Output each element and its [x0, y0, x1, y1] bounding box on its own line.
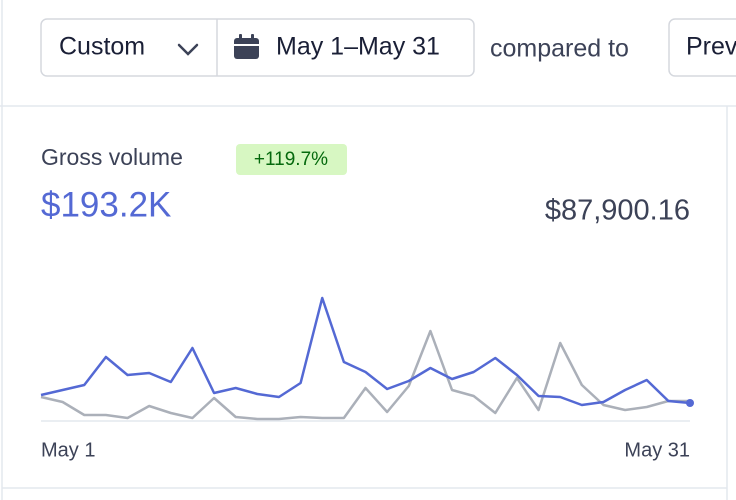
range-button[interactable]: Custom	[59, 33, 199, 61]
dates-label[interactable]: May 1–May 31	[276, 33, 440, 61]
x-tick-label: May 1	[41, 439, 95, 461]
chart-title: Gross volume	[41, 144, 183, 170]
end-point	[686, 399, 694, 407]
calendar-icon-ring[interactable]	[239, 34, 242, 41]
calendar-icon-line[interactable]	[234, 44, 259, 46]
compared-label: compared to	[490, 35, 629, 63]
calendar-icon[interactable]	[234, 38, 259, 59]
x-tick-label: May 31	[624, 439, 690, 461]
current-total: $193.2K	[41, 185, 171, 224]
dates-button[interactable]: May 1–May 31	[234, 33, 440, 61]
compare-button[interactable]	[668, 18, 736, 77]
series-line	[40, 329, 690, 421]
previous-total: $87,900.16	[545, 195, 690, 227]
badge	[236, 144, 347, 175]
chevron-icon[interactable]	[177, 43, 199, 56]
calendar-icon-ring[interactable]	[251, 34, 254, 41]
compare-label[interactable]: Prev	[686, 33, 736, 61]
badge-label: +119.7%	[254, 149, 328, 170]
series-line	[40, 296, 691, 407]
range-label[interactable]: Custom	[59, 33, 145, 61]
